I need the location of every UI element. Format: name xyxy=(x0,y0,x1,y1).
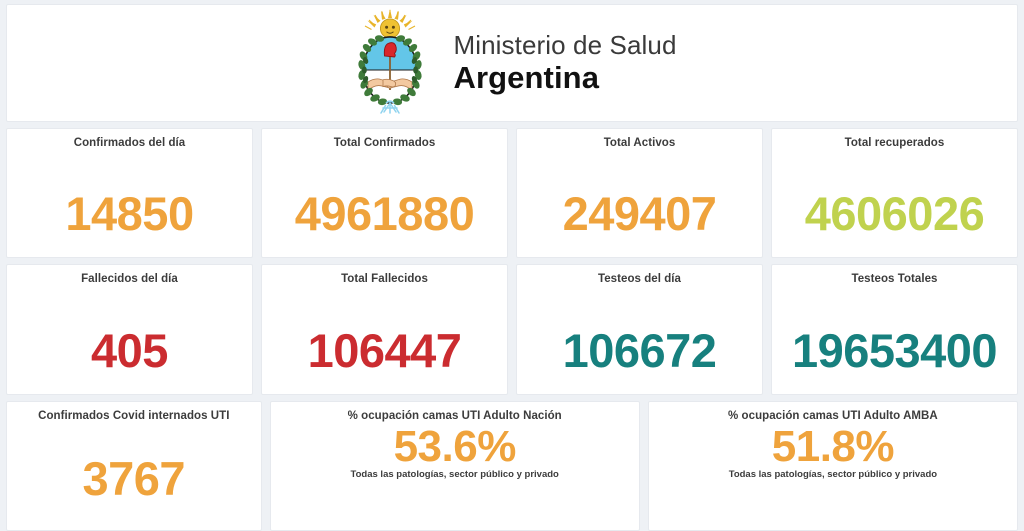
stat-title: Confirmados Covid internados UTI xyxy=(38,409,230,422)
stat-title: Confirmados del día xyxy=(73,137,186,149)
stat-value: 249407 xyxy=(562,187,717,241)
stat-card-confirmados-del-dia[interactable]: Confirmados del día 14850 xyxy=(6,128,253,259)
stat-subtitle: Todas las patologías, sector público y p… xyxy=(728,469,938,481)
stat-title: % ocupación camas UTI Adulto AMBA xyxy=(728,409,938,422)
stat-value: 106672 xyxy=(562,323,717,377)
stat-card-ocupacion-camas-uti-adulto-nacion[interactable]: % ocupación camas UTI Adulto Nación 53.6… xyxy=(269,400,640,531)
stats-row-casos: Confirmados del día 14850 Total Confirma… xyxy=(6,128,1018,259)
stat-title: Testeos Totales xyxy=(851,273,938,286)
stat-title: Total recuperados xyxy=(844,137,945,149)
stat-card-total-activos[interactable]: Total Activos 249407 xyxy=(516,128,763,259)
stat-value: 19653400 xyxy=(791,323,998,377)
stats-row-uti: Confirmados Covid internados UTI 3767 % … xyxy=(6,400,1018,531)
stat-title: Total Fallecidos xyxy=(341,273,428,286)
argentina-coat-of-arms-icon xyxy=(358,9,423,114)
stat-title: Testeos del día xyxy=(598,273,681,286)
stats-row-fallecidos-testeos: Fallecidos del día 405 Total Fallecidos … xyxy=(6,264,1018,395)
stat-value: 405 xyxy=(91,323,168,377)
stat-card-total-fallecidos[interactable]: Total Fallecidos 106447 xyxy=(261,264,508,395)
stat-title: Fallecidos del día xyxy=(81,273,178,286)
stat-title: Total Activos xyxy=(603,137,676,149)
stat-value: 14850 xyxy=(65,187,194,241)
stat-card-total-recuperados[interactable]: Total recuperados 4606026 xyxy=(771,128,1018,259)
stat-subtitle: Todas las patologías, sector público y p… xyxy=(350,469,559,481)
stat-card-testeos-totales[interactable]: Testeos Totales 19653400 xyxy=(771,264,1018,395)
stat-value: 4961880 xyxy=(294,187,475,241)
country-name: Argentina xyxy=(453,60,600,96)
brand-text: Ministerio de Salud Argentina xyxy=(453,31,676,95)
stat-card-testeos-del-dia[interactable]: Testeos del día 106672 xyxy=(516,264,763,395)
stat-value: 51.8% xyxy=(771,422,895,472)
stat-value: 4606026 xyxy=(804,187,985,241)
stat-title: % ocupación camas UTI Adulto Nación xyxy=(347,409,562,422)
stat-value: 3767 xyxy=(82,451,186,505)
stat-card-confirmados-covid-internados-uti[interactable]: Confirmados Covid internados UTI 3767 xyxy=(6,400,262,531)
header-banner: Ministerio de Salud Argentina xyxy=(6,4,1018,122)
stat-card-fallecidos-del-dia[interactable]: Fallecidos del día 405 xyxy=(6,264,253,395)
brand-lockup: Ministerio de Salud Argentina xyxy=(347,8,676,118)
stat-value: 106447 xyxy=(307,323,462,377)
ministry-name: Ministerio de Salud xyxy=(453,30,677,61)
stat-title: Total Confirmados xyxy=(333,137,436,149)
stat-value: 53.6% xyxy=(393,422,517,472)
stat-card-ocupacion-camas-uti-adulto-amba[interactable]: % ocupación camas UTI Adulto AMBA 51.8% … xyxy=(647,400,1018,531)
stat-card-total-confirmados[interactable]: Total Confirmados 4961880 xyxy=(261,128,508,259)
